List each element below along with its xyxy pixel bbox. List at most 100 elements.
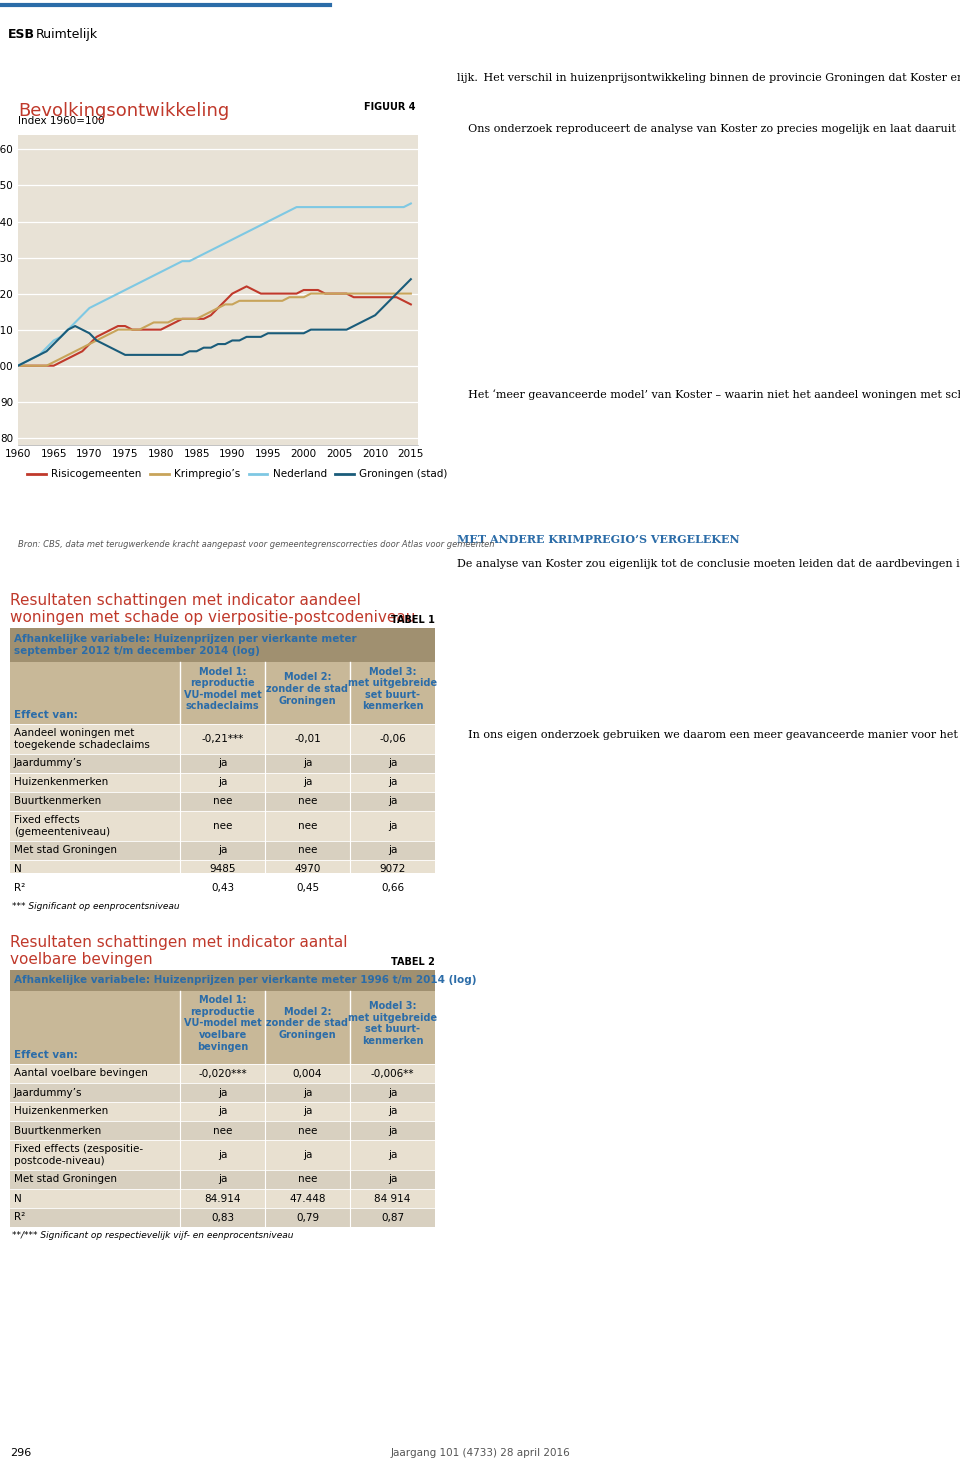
Text: Model 2:
zonder de stad
Groningen: Model 2: zonder de stad Groningen <box>267 1007 348 1039</box>
Text: ja: ja <box>218 1107 228 1117</box>
Text: Jaardummy’s: Jaardummy’s <box>14 759 83 769</box>
Text: N: N <box>14 1193 22 1203</box>
Text: Ruimtelijk: Ruimtelijk <box>36 28 98 41</box>
Text: ja: ja <box>218 778 228 788</box>
Text: *** Significant op eenprocentsniveau: *** Significant op eenprocentsniveau <box>12 902 180 911</box>
Text: 84 914: 84 914 <box>374 1193 411 1203</box>
Bar <box>10 969 435 991</box>
Text: nee: nee <box>213 1126 232 1136</box>
Text: ja: ja <box>218 1174 228 1184</box>
Text: Resultaten schattingen met indicator aandeel
woningen met schade op vierpositie-: Resultaten schattingen met indicator aan… <box>10 592 416 626</box>
Text: Effect van:: Effect van: <box>14 711 78 719</box>
Bar <box>10 1102 435 1121</box>
Text: In ons eigen onderzoek gebruiken we daarom een meer geavanceerde manier voor het: In ons eigen onderzoek gebruiken we daar… <box>457 730 960 740</box>
Text: Ons onderzoek reproduceert de analyse van Koster zo precies mogelijk en laat daa: Ons onderzoek reproduceert de analyse va… <box>457 123 960 133</box>
Text: Het ‘meer geavanceerde model’ van Koster – waarin niet het aandeel woningen met : Het ‘meer geavanceerde model’ van Koster… <box>457 389 960 401</box>
Bar <box>10 1064 435 1083</box>
Text: Buurtkenmerken: Buurtkenmerken <box>14 1126 101 1136</box>
Text: Model 1:
reproductie
VU-model met
voelbare
bevingen: Model 1: reproductie VU-model met voelba… <box>183 996 261 1051</box>
Text: ja: ja <box>388 797 397 807</box>
Text: Huizenkenmerken: Huizenkenmerken <box>14 1107 108 1117</box>
Text: Index 1960=100: Index 1960=100 <box>18 115 105 126</box>
Text: nee: nee <box>298 1126 317 1136</box>
Text: nee: nee <box>213 822 232 830</box>
Text: Fixed effects
(gemeenteniveau): Fixed effects (gemeenteniveau) <box>14 816 110 836</box>
Text: Bevolkingsontwikkeling: Bevolkingsontwikkeling <box>18 102 229 120</box>
Text: De analyse van Koster zou eigenlijk tot de conclusie moeten leiden dat de aardbe: De analyse van Koster zou eigenlijk tot … <box>457 557 960 569</box>
Text: ja: ja <box>388 822 397 830</box>
Text: ja: ja <box>388 1088 397 1098</box>
Bar <box>10 773 435 792</box>
Bar <box>10 754 435 773</box>
Text: ja: ja <box>218 1151 228 1159</box>
Text: ja: ja <box>388 845 397 855</box>
Bar <box>10 879 435 898</box>
Text: 0,004: 0,004 <box>293 1069 323 1079</box>
Text: TABEL 2: TABEL 2 <box>391 958 435 966</box>
Text: R²: R² <box>14 883 25 893</box>
Text: R²: R² <box>14 1212 25 1222</box>
Text: Aantal voelbare bevingen: Aantal voelbare bevingen <box>14 1069 148 1079</box>
Text: Bron: CBS, data met terugwerkende kracht aangepast voor gemeentegrenscorrecties : Bron: CBS, data met terugwerkende kracht… <box>18 539 494 550</box>
Bar <box>10 1140 435 1170</box>
Text: 4970: 4970 <box>295 864 321 874</box>
Text: ja: ja <box>388 1107 397 1117</box>
Text: -0,01: -0,01 <box>294 734 321 744</box>
Text: **/*** Significant op respectievelijk vijf- en eenprocentsniveau: **/*** Significant op respectievelijk vi… <box>12 1231 294 1240</box>
Bar <box>10 662 435 724</box>
Text: Huizenkenmerken: Huizenkenmerken <box>14 778 108 788</box>
Text: TABEL 1: TABEL 1 <box>391 616 435 626</box>
Text: nee: nee <box>298 822 317 830</box>
Bar <box>10 1189 435 1208</box>
Text: Afhankelijke variabele: Huizenprijzen per vierkante meter
september 2012 t/m dec: Afhankelijke variabele: Huizenprijzen pe… <box>14 635 356 656</box>
Text: ja: ja <box>218 759 228 769</box>
Text: ja: ja <box>218 1088 228 1098</box>
Text: Fixed effects (zespositie-
postcode-niveau): Fixed effects (zespositie- postcode-nive… <box>14 1145 143 1165</box>
Text: Aandeel woningen met
toegekende schadeclaims: Aandeel woningen met toegekende schadecl… <box>14 728 150 750</box>
Text: nee: nee <box>298 1174 317 1184</box>
Text: Model 2:
zonder de stad
Groningen: Model 2: zonder de stad Groningen <box>267 673 348 706</box>
Bar <box>10 629 435 662</box>
Text: -0,020***: -0,020*** <box>198 1069 247 1079</box>
Text: ja: ja <box>302 1107 312 1117</box>
Text: 9485: 9485 <box>209 864 236 874</box>
Text: -0,21***: -0,21*** <box>202 734 244 744</box>
Text: -0,006**: -0,006** <box>371 1069 415 1079</box>
Text: Met stad Groningen: Met stad Groningen <box>14 845 117 855</box>
Text: ESB: ESB <box>8 28 35 41</box>
Bar <box>10 1083 435 1102</box>
Bar <box>10 1170 435 1189</box>
Text: 0,43: 0,43 <box>211 883 234 893</box>
Text: ja: ja <box>302 1088 312 1098</box>
Text: ja: ja <box>388 778 397 788</box>
Text: Jaargang 101 (4733) 28 april 2016: Jaargang 101 (4733) 28 april 2016 <box>390 1447 570 1458</box>
Text: ja: ja <box>388 1126 397 1136</box>
Text: lijk. Het verschil in huizenprijsontwikkeling binnen de provincie Groningen dat : lijk. Het verschil in huizenprijsontwikk… <box>457 72 960 83</box>
Text: 47.448: 47.448 <box>289 1193 325 1203</box>
Text: Model 3:
met uitgebreide
set buurt-
kenmerken: Model 3: met uitgebreide set buurt- kenm… <box>348 667 437 712</box>
Legend: Risicogemeenten, Krimpregio’s, Nederland, Groningen (stad): Risicogemeenten, Krimpregio’s, Nederland… <box>23 465 451 484</box>
Text: Buurtkenmerken: Buurtkenmerken <box>14 797 101 807</box>
Text: nee: nee <box>213 797 232 807</box>
Text: Resultaten schattingen met indicator aantal
voelbare bevingen: Resultaten schattingen met indicator aan… <box>10 934 348 966</box>
Text: FIGUUR 4: FIGUUR 4 <box>364 102 415 113</box>
Bar <box>10 1208 435 1227</box>
Text: Afhankelijke variabele: Huizenprijzen per vierkante meter 1996 t/m 2014 (log): Afhankelijke variabele: Huizenprijzen pe… <box>14 975 476 985</box>
Text: ja: ja <box>388 759 397 769</box>
Text: 0,66: 0,66 <box>381 883 404 893</box>
Text: ja: ja <box>302 778 312 788</box>
Text: 0,79: 0,79 <box>296 1212 319 1222</box>
Text: Model 3:
met uitgebreide
set buurt-
kenmerken: Model 3: met uitgebreide set buurt- kenm… <box>348 1001 437 1045</box>
Bar <box>10 811 435 841</box>
Text: nee: nee <box>298 845 317 855</box>
Bar <box>10 792 435 811</box>
Bar <box>10 1121 435 1140</box>
Text: Jaardummy’s: Jaardummy’s <box>14 1088 83 1098</box>
Text: 84.914: 84.914 <box>204 1193 241 1203</box>
Text: 0,45: 0,45 <box>296 883 319 893</box>
Text: 0,87: 0,87 <box>381 1212 404 1222</box>
Text: ja: ja <box>302 759 312 769</box>
Text: ja: ja <box>218 845 228 855</box>
Text: MET ANDERE KRIMPREGIO’S VERGELEKEN: MET ANDERE KRIMPREGIO’S VERGELEKEN <box>457 534 739 545</box>
Text: 9072: 9072 <box>379 864 406 874</box>
